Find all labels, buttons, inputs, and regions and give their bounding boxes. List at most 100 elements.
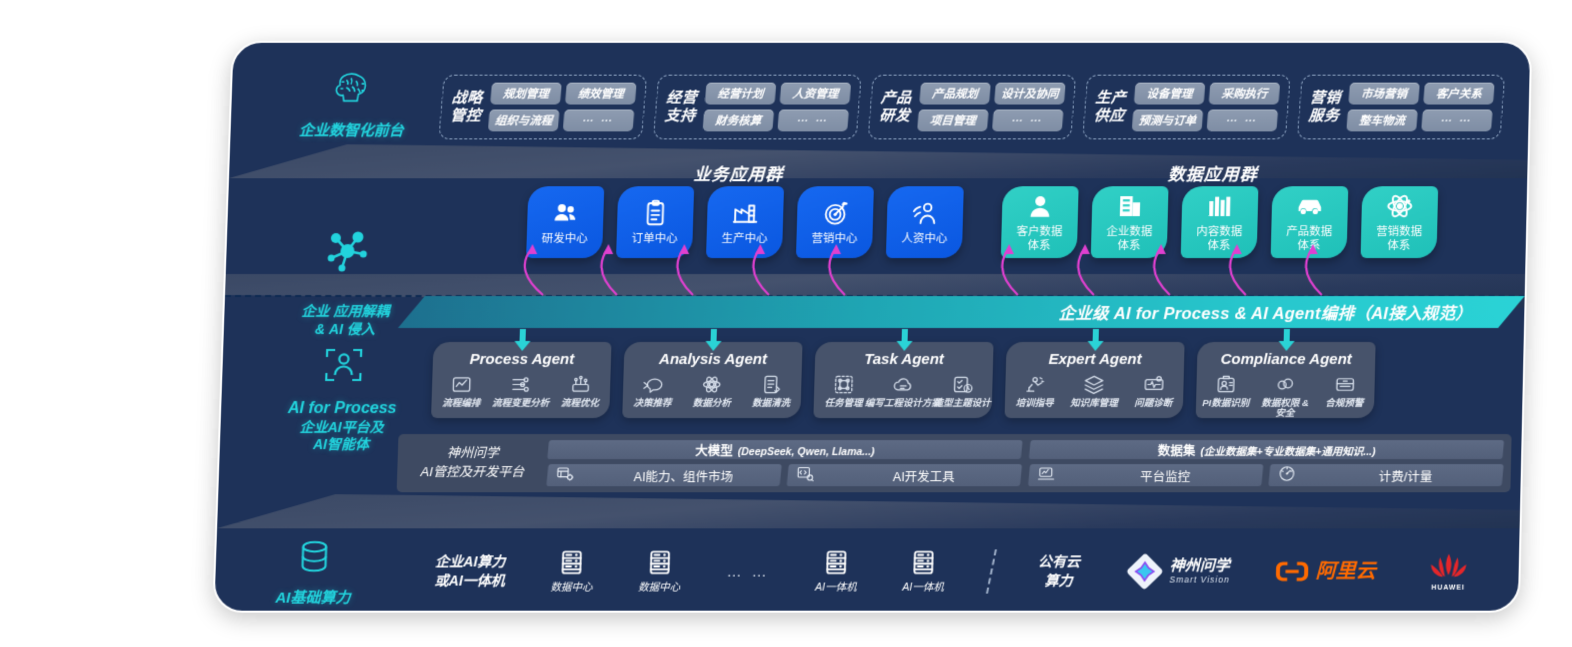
infra-logo[interactable]: 阿里云 bbox=[1275, 559, 1376, 583]
agent-feature[interactable]: 任务管理 bbox=[814, 373, 874, 409]
strategy-chip[interactable]: … … bbox=[1421, 109, 1493, 132]
strategy-chip[interactable]: 财务核算 bbox=[702, 109, 775, 132]
gauge-icon bbox=[1277, 464, 1296, 483]
strategy-chip[interactable]: … … bbox=[991, 109, 1064, 132]
agent-feature-label: 数据权限 & 安全 bbox=[1261, 398, 1310, 420]
app-card-bars[interactable]: 内容数据 体系 bbox=[1180, 186, 1259, 259]
strategy-chip[interactable]: 采购执行 bbox=[1208, 82, 1281, 105]
infra-item-4[interactable]: AI一体机 bbox=[815, 548, 858, 595]
strategy-chip[interactable]: 设计及协同 bbox=[994, 82, 1066, 105]
platform-bar-label: AI能力、组件市场 bbox=[633, 469, 734, 484]
platform-label: 神州问学 AI管控及开发平台 bbox=[420, 445, 525, 480]
app-card-label: 生产中心 bbox=[721, 232, 768, 245]
agent-card-expert-agent[interactable]: Expert Agent 培训指导 知识库管理 问题诊断 bbox=[1004, 328, 1185, 419]
strategy-chip[interactable]: 组织与流程 bbox=[487, 109, 560, 132]
strategy-chip[interactable]: 规划管理 bbox=[490, 82, 562, 105]
strategy-chip[interactable]: 整车物流 bbox=[1346, 109, 1418, 132]
strategy-chip[interactable]: 设备管理 bbox=[1133, 82, 1206, 105]
infra-divider bbox=[985, 549, 997, 594]
agent-feature[interactable]: 培训指导 bbox=[1005, 373, 1065, 409]
user-avatar-icon bbox=[1030, 196, 1050, 218]
platform-bar-left-main[interactable]: 大模型 (DeepSeek, Qwen, Llama...) bbox=[547, 440, 1023, 460]
infra-item-10[interactable]: HUAWEI bbox=[1421, 550, 1476, 592]
infra-item-1[interactable]: 数据中心 bbox=[550, 548, 594, 595]
agent-feature[interactable]: PI数据识别 bbox=[1196, 373, 1256, 420]
app-card-building[interactable]: 企业数据 体系 bbox=[1090, 186, 1169, 259]
strategy-chip[interactable]: … … bbox=[777, 109, 850, 132]
business-card-row: 研发中心 订单中心 生产中心 营销中心 人资中心 bbox=[526, 186, 964, 259]
agent-feature-row: 决策推荐 数据分析 数据清洗 bbox=[622, 373, 801, 409]
strategy-chip[interactable]: … … bbox=[562, 109, 635, 132]
agent-card-task-agent[interactable]: Task Agent 任务管理 编写工程设计方案 造型主题设计 bbox=[813, 328, 994, 419]
app-card-label: 订单中心 bbox=[631, 232, 678, 245]
agent-feature[interactable]: 编写工程设计方案 bbox=[865, 373, 941, 409]
strategy-chip[interactable]: 项目管理 bbox=[917, 109, 989, 132]
agent-feature[interactable]: 数据权限 & 安全 bbox=[1255, 373, 1315, 420]
strategy-chip[interactable]: … … bbox=[1206, 109, 1279, 132]
app-card-users[interactable]: 研发中心 bbox=[526, 186, 605, 259]
agent-card-process-agent[interactable]: Process Agent 流程编排 流程变更分析 流程优化 bbox=[431, 328, 612, 419]
app-card-atom[interactable]: 营销数据 体系 bbox=[1360, 186, 1439, 259]
target-icon bbox=[825, 202, 849, 225]
infra-item-8[interactable]: 神州问学 Smart Vision bbox=[1125, 552, 1230, 591]
infra-item-label: 数据中心 bbox=[550, 581, 593, 595]
platform-bar-item[interactable]: AI开发工具 bbox=[786, 464, 1023, 487]
strategy-chip[interactable]: 预测与订单 bbox=[1131, 109, 1204, 132]
agent-feature[interactable]: 知识库管理 bbox=[1064, 373, 1124, 409]
agent-feature[interactable]: 流程变更分析 bbox=[491, 373, 551, 409]
platform-right-column: 数据集 (企业数据集+专业数据集+通用知识...) 平台监控 计费/计量 bbox=[1027, 434, 1512, 492]
agent-feature-label: 知识库管理 bbox=[1070, 398, 1118, 410]
agent-card-analysis-agent[interactable]: Analysis Agent 决策推荐 数据分析 数据清洗 bbox=[622, 328, 803, 419]
strategy-chip[interactable]: 市场营销 bbox=[1348, 82, 1420, 105]
server-rack-icon bbox=[908, 548, 939, 578]
layer-app-decoupling: 企业 应用解耦 & AI 侵入 业务应用群 数据应用群 研发中心 订单中心 生产中心… bbox=[225, 154, 1528, 336]
agent-feature-label: 流程变更分析 bbox=[491, 398, 550, 410]
platform-bar-item[interactable]: AI能力、组件市场 bbox=[546, 464, 782, 487]
strategy-chip[interactable]: 人资管理 bbox=[779, 82, 852, 105]
app-card-car[interactable]: 产品数据 体系 bbox=[1270, 186, 1349, 259]
strategy-chip[interactable]: 绩效管理 bbox=[564, 82, 637, 105]
infra-logo[interactable]: 神州问学 Smart Vision bbox=[1125, 552, 1230, 591]
agent-feature[interactable]: 造型主题设计 bbox=[933, 373, 993, 409]
infra-logo[interactable]: HUAWEI bbox=[1421, 550, 1476, 592]
platform-bar-item[interactable]: 平台监控 bbox=[1027, 464, 1264, 487]
infra-logo-sub: Smart Vision bbox=[1169, 574, 1230, 585]
agent-feature[interactable]: 问题诊断 bbox=[1124, 373, 1184, 409]
agent-feature[interactable]: 数据分析 bbox=[682, 373, 742, 409]
platform-bar-sub: (企业数据集+专业数据集+通用知识...) bbox=[1199, 446, 1376, 459]
infra-logo-name: 阿里云 bbox=[1315, 559, 1377, 583]
app-card-factory[interactable]: 生产中心 bbox=[706, 186, 785, 259]
factory-icon bbox=[733, 204, 758, 223]
clipboard-icon bbox=[647, 200, 665, 226]
app-card-clipboard[interactable]: 订单中心 bbox=[616, 186, 695, 259]
platform-bar-icon-wrap bbox=[555, 464, 575, 486]
agent-feature[interactable]: 流程编排 bbox=[432, 373, 492, 409]
settings-list-icon bbox=[512, 376, 529, 392]
strategy-chip[interactable]: 产品规划 bbox=[919, 82, 991, 105]
infra-logo-text: 神州问学 Smart Vision bbox=[1169, 558, 1230, 585]
strategy-chip[interactable]: 客户关系 bbox=[1423, 82, 1495, 105]
agent-feature-label: 任务管理 bbox=[824, 398, 863, 410]
app-card-target[interactable]: 营销中心 bbox=[795, 186, 874, 259]
person-scan-icon bbox=[248, 342, 440, 393]
agent-feature[interactable]: 决策推荐 bbox=[623, 373, 683, 409]
design-check-icon bbox=[953, 376, 972, 393]
app-card-person-chart[interactable]: 人资中心 bbox=[885, 186, 964, 259]
agent-feature[interactable]: 流程优化 bbox=[550, 373, 610, 409]
platform-bar-item[interactable]: 计费/计量 bbox=[1268, 464, 1504, 487]
car-icon bbox=[1298, 200, 1322, 215]
strategy-chip[interactable]: 经营计划 bbox=[704, 82, 777, 105]
infra-item-7: 公有云 算力 bbox=[1037, 553, 1081, 591]
app-card-user-avatar[interactable]: 客户数据 体系 bbox=[1000, 186, 1079, 259]
agent-feature[interactable]: 合规预警 bbox=[1315, 373, 1375, 420]
infra-item-5[interactable]: AI一体机 bbox=[902, 548, 945, 595]
infra-item-9[interactable]: 阿里云 bbox=[1275, 559, 1376, 583]
down-arrow-icon bbox=[894, 328, 915, 356]
agent-feature[interactable]: 数据清洗 bbox=[742, 373, 802, 409]
agent-card-compliance-agent[interactable]: Compliance Agent PI数据识别 数据权限 & 安全 合规预警 bbox=[1195, 328, 1376, 420]
agent-feature-label: 培训指导 bbox=[1015, 398, 1054, 410]
platform-bar-right-main[interactable]: 数据集 (企业数据集+专业数据集+通用知识...) bbox=[1028, 440, 1505, 460]
down-arrow-icon bbox=[1085, 328, 1106, 356]
database-icon bbox=[215, 535, 413, 583]
infra-item-2[interactable]: 数据中心 bbox=[638, 548, 682, 595]
